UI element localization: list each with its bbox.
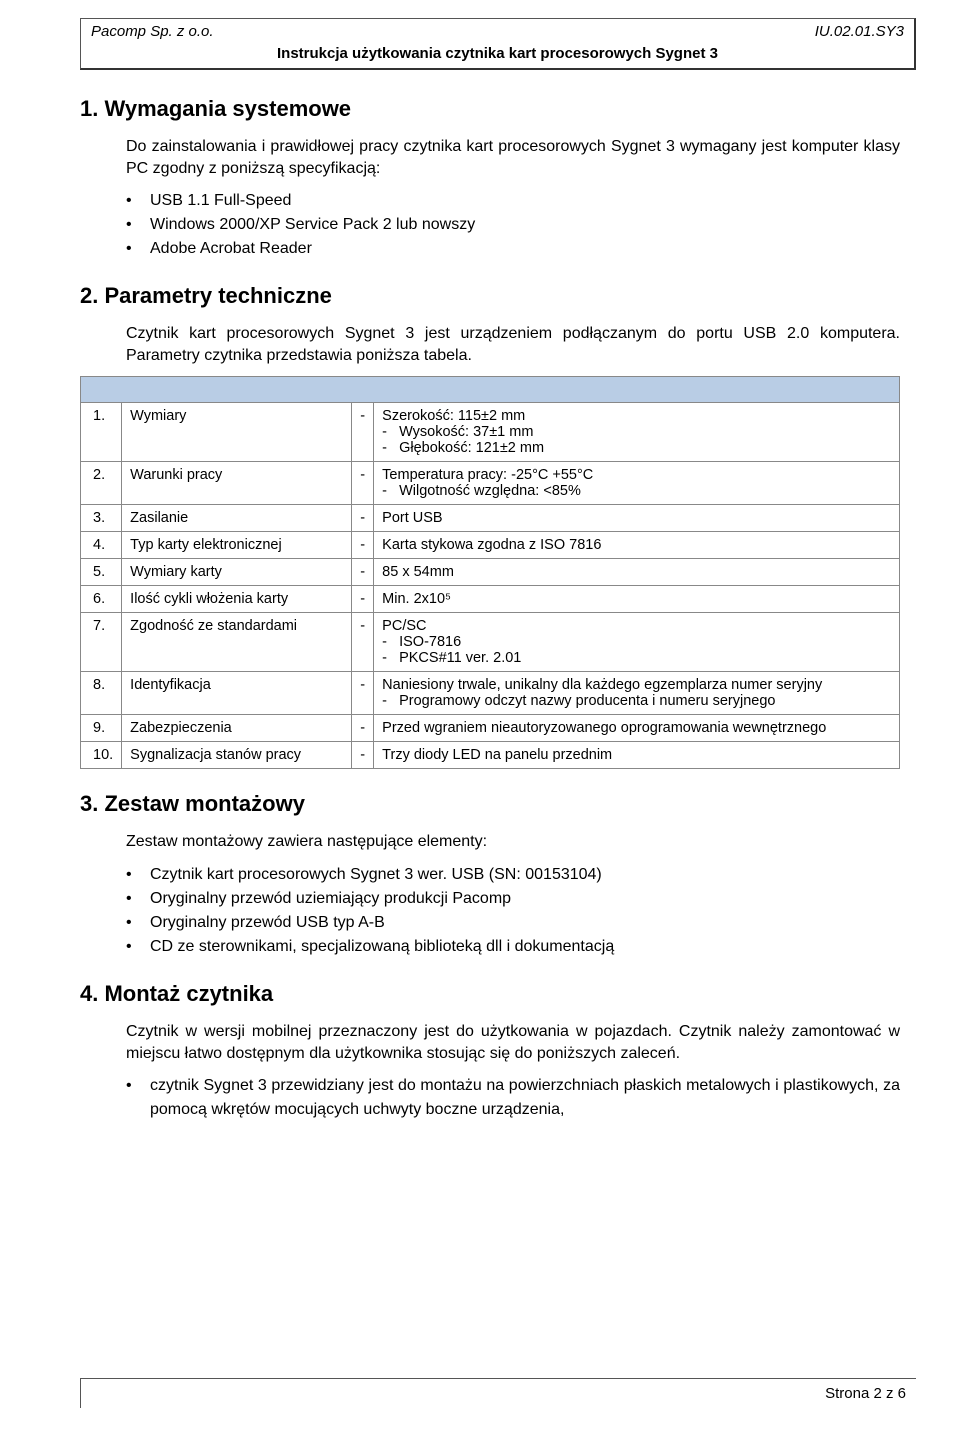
value-line: Programowy odczyt nazwy producenta i num… [382,693,891,709]
section-4-heading: 4. Montaż czytnika [80,981,900,1007]
row-number: 6. [81,586,122,613]
param-value: Min. 2x10⁵ [374,586,900,613]
row-number: 8. [81,672,122,715]
list-item: Adobe Acrobat Reader [126,237,900,261]
section-1-heading: 1. Wymagania systemowe [80,96,900,122]
value-line: Temperatura pracy: -25°C +55°C [382,467,593,483]
header-company: Pacomp Sp. z o.o. [91,23,214,40]
table-row: 9. Zabezpieczenia - Przed wgraniem nieau… [81,715,900,742]
value-line: Wilgotność względna: <85% [382,483,891,499]
param-value: Przed wgraniem nieautoryzowanego oprogra… [374,715,900,742]
section-2-intro: Czytnik kart procesorowych Sygnet 3 jest… [126,323,900,366]
table-row: 2. Warunki pracy - Temperatura pracy: -2… [81,462,900,505]
dash-separator: - [352,742,374,769]
table-row: 3. Zasilanie - Port USB [81,505,900,532]
param-value: Szerokość: 115±2 mm Wysokość: 37±1 mm Gł… [374,403,900,462]
section-1-bullet-list: USB 1.1 Full-Speed Windows 2000/XP Servi… [126,189,900,261]
dash-separator: - [352,613,374,672]
section-3-heading: 3. Zestaw montażowy [80,791,900,817]
section-4-intro: Czytnik w wersji mobilnej przeznaczony j… [126,1021,900,1064]
param-value: 85 x 54mm [374,559,900,586]
dash-separator: - [352,462,374,505]
list-item: CD ze sterownikami, specjalizowaną bibli… [126,935,900,959]
list-item: Oryginalny przewód USB typ A-B [126,911,900,935]
content-area: 1. Wymagania systemowe Do zainstalowania… [0,96,960,1122]
section-1-intro: Do zainstalowania i prawidłowej pracy cz… [126,136,900,179]
list-item: czytnik Sygnet 3 przewidziany jest do mo… [126,1074,900,1122]
param-name: Wymiary [122,403,352,462]
param-value: PC/SC ISO-7816 PKCS#11 ver. 2.01 [374,613,900,672]
value-line: Głębokość: 121±2 mm [382,440,891,456]
param-value: Naniesiony trwale, unikalny dla każdego … [374,672,900,715]
table-row: 4. Typ karty elektronicznej - Karta styk… [81,532,900,559]
table-header [81,377,900,403]
param-name: Identyfikacja [122,672,352,715]
table-row: 8. Identyfikacja - Naniesiony trwale, un… [81,672,900,715]
dash-separator: - [352,505,374,532]
table-row: 6. Ilość cykli włożenia karty - Min. 2x1… [81,586,900,613]
param-name: Zgodność ze standardami [122,613,352,672]
row-number: 4. [81,532,122,559]
list-item: Windows 2000/XP Service Pack 2 lub nowsz… [126,213,900,237]
param-name: Ilość cykli włożenia karty [122,586,352,613]
dash-separator: - [352,403,374,462]
dash-separator: - [352,672,374,715]
page-header-box: Pacomp Sp. z o.o. IU.02.01.SY3 Instrukcj… [80,18,916,70]
dash-separator: - [352,559,374,586]
value-line: PKCS#11 ver. 2.01 [382,650,891,666]
param-value: Temperatura pracy: -25°C +55°C Wilgotnoś… [374,462,900,505]
param-value: Port USB [374,505,900,532]
value-line: Wysokość: 37±1 mm [382,424,891,440]
page-footer-box: Strona 2 z 6 [80,1378,916,1408]
param-name: Zasilanie [122,505,352,532]
footer-page-number: Strona 2 z 6 [825,1385,906,1402]
table-row: 7. Zgodność ze standardami - PC/SC ISO-7… [81,613,900,672]
row-number: 10. [81,742,122,769]
row-number: 3. [81,505,122,532]
section-4-bullet-list: czytnik Sygnet 3 przewidziany jest do mo… [126,1074,900,1122]
dash-separator: - [352,586,374,613]
row-number: 2. [81,462,122,505]
list-item: Czytnik kart procesorowych Sygnet 3 wer.… [126,863,900,887]
parameters-table: 1. Wymiary - Szerokość: 115±2 mm Wysokoś… [80,376,900,769]
row-number: 7. [81,613,122,672]
row-number: 9. [81,715,122,742]
dash-separator: - [352,715,374,742]
param-value: Trzy diody LED na panelu przednim [374,742,900,769]
param-name: Warunki pracy [122,462,352,505]
table-row: 5. Wymiary karty - 85 x 54mm [81,559,900,586]
param-value: Karta stykowa zgodna z ISO 7816 [374,532,900,559]
value-line: PC/SC [382,618,426,634]
table-row: 1. Wymiary - Szerokość: 115±2 mm Wysokoś… [81,403,900,462]
dash-separator: - [352,532,374,559]
param-name: Sygnalizacja stanów pracy [122,742,352,769]
header-doc-id: IU.02.01.SY3 [815,23,904,40]
page: Pacomp Sp. z o.o. IU.02.01.SY3 Instrukcj… [0,18,960,1430]
section-2-heading: 2. Parametry techniczne [80,283,900,309]
value-line: Naniesiony trwale, unikalny dla każdego … [382,677,822,693]
param-name: Typ karty elektronicznej [122,532,352,559]
section-3-bullet-list: Czytnik kart procesorowych Sygnet 3 wer.… [126,863,900,959]
param-name: Wymiary karty [122,559,352,586]
row-number: 1. [81,403,122,462]
value-line: Szerokość: 115±2 mm [382,408,525,424]
table-header-cell [81,377,900,403]
table-row: 10. Sygnalizacja stanów pracy - Trzy dio… [81,742,900,769]
row-number: 5. [81,559,122,586]
param-name: Zabezpieczenia [122,715,352,742]
section-3-intro: Zestaw montażowy zawiera następujące ele… [126,831,900,853]
value-line: ISO-7816 [382,634,891,650]
list-item: Oryginalny przewód uziemiający produkcji… [126,887,900,911]
list-item: USB 1.1 Full-Speed [126,189,900,213]
